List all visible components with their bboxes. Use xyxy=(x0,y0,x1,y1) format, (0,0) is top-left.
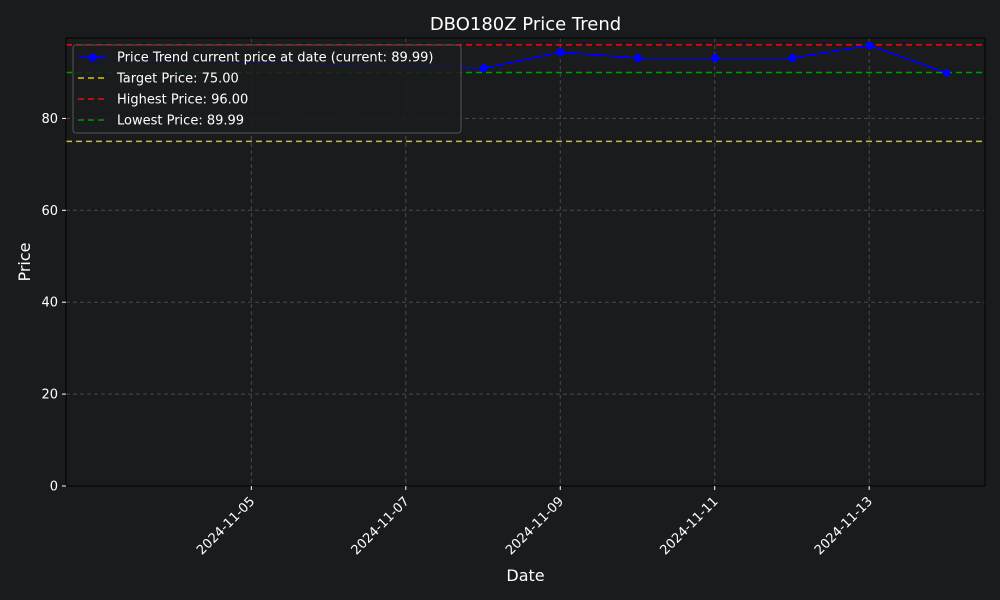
y-tick-label: 20 xyxy=(41,388,58,403)
legend-entry: Lowest Price: 89.99 xyxy=(117,114,244,129)
legend-entry: Highest Price: 96.00 xyxy=(117,93,248,108)
data-point xyxy=(479,63,488,72)
chart-title: DBO180Z Price Trend xyxy=(430,14,621,35)
data-point xyxy=(556,47,565,56)
data-point xyxy=(942,68,951,77)
x-axis-label: Date xyxy=(506,566,544,585)
plot-frame xyxy=(65,37,986,487)
series-line xyxy=(96,44,947,74)
y-axis-ticks: 0 20 40 60 80 xyxy=(41,112,66,495)
y-tick-label: 40 xyxy=(41,296,58,311)
data-point xyxy=(787,53,796,62)
y-tick-label: 80 xyxy=(41,112,58,127)
data-point xyxy=(865,40,874,49)
legend-box xyxy=(72,44,462,134)
series xyxy=(92,40,951,77)
legend-entry: Target Price: 75.00 xyxy=(116,72,239,87)
data-point xyxy=(633,53,642,62)
y-tick-label: 60 xyxy=(41,204,58,219)
data-point xyxy=(710,53,719,62)
legend: Price Trend current price at date (curre… xyxy=(72,44,462,134)
legend-entry: Price Trend current price at date (curre… xyxy=(117,51,433,66)
legend-marker xyxy=(88,53,96,61)
y-axis-label: Price xyxy=(15,242,34,281)
y-tick-label: 0 xyxy=(50,480,58,495)
